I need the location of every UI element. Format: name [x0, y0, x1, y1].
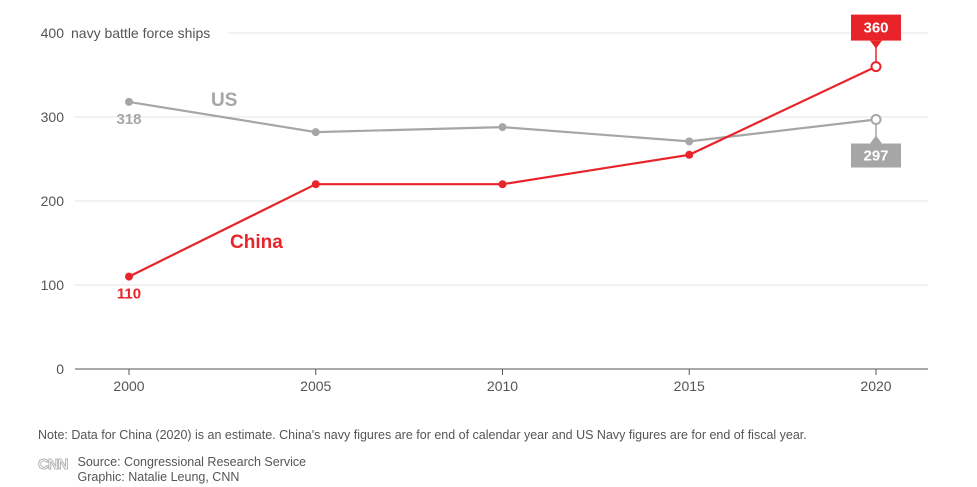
data-points: [125, 61, 882, 281]
chart-note: Note: Data for China (2020) is an estima…: [38, 428, 807, 442]
data-label-china-start: 110: [117, 286, 141, 303]
y-tick-label: 0: [56, 361, 64, 377]
graphic-credit: Graphic: Natalie Leung, CNN: [77, 470, 240, 484]
data-point-china: [125, 272, 133, 281]
series-labels: US China 318 110 360 297: [116, 14, 901, 303]
credits: Source: Congressional Research Service G…: [78, 455, 307, 485]
data-callout-china: [851, 14, 901, 41]
line-chart: 0 100 200 300 400 navy battle force ships 200…: [41, 14, 928, 394]
gridlines: [75, 32, 928, 286]
data-point-us: [870, 114, 882, 126]
data-point-china: [311, 180, 320, 189]
series-label-us: US: [211, 90, 237, 111]
data-callout-us: [851, 143, 901, 168]
data-label-us-end: 297: [863, 148, 888, 165]
x-axis: 2000 2005 2010 2015 2020: [75, 368, 928, 394]
cnn-logo: CNN: [38, 456, 69, 474]
y-tick-label: 300: [41, 109, 65, 125]
callout-pointer-china: [870, 40, 882, 49]
y-tick-label: 400: [41, 25, 65, 41]
data-label-china-end: 360: [863, 20, 888, 37]
data-point-china: [685, 150, 694, 159]
series-label-china: China: [230, 232, 283, 253]
data-point-us: [685, 137, 694, 146]
y-tick-label: 200: [41, 193, 65, 209]
footer: CNN Source: Congressional Research Servi…: [38, 455, 307, 485]
data-point-china: [498, 180, 507, 189]
y-tick-label: 100: [41, 277, 65, 293]
data-point-china: [870, 61, 882, 73]
data-point-us: [498, 123, 507, 132]
y-axis-title: navy battle force ships: [71, 25, 210, 41]
series-line-us: [128, 100, 877, 143]
x-tick-label: 2015: [674, 378, 705, 394]
x-tick-label: 2020: [860, 378, 891, 394]
x-tick-label: 2000: [113, 378, 144, 394]
data-label-us-start: 318: [116, 111, 141, 128]
data-point-us: [125, 97, 133, 106]
x-tick-label: 2005: [300, 378, 331, 394]
y-axis-ticks: 0 100 200 300 400 navy battle force ships: [41, 25, 211, 377]
source-credit: Source: Congressional Research Service: [77, 455, 307, 469]
callout-pointer-us: [870, 135, 882, 144]
data-point-us: [311, 128, 320, 137]
x-tick-label: 2010: [487, 378, 518, 394]
